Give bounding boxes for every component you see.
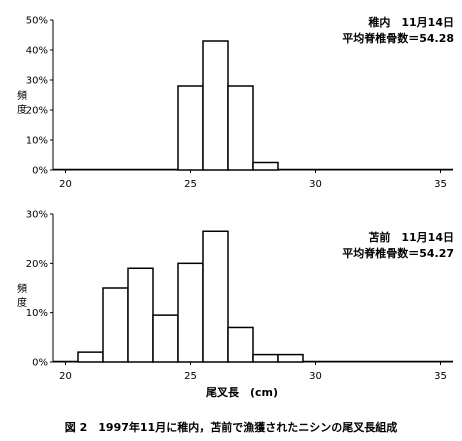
chart-wakkanai: 頻度 0% 10% 20% 30% 40% 50% 20 25 30 35 稚内 11月14日 平… — [15, 15, 455, 190]
plot-area-bottom: 0% 10% 20% 30% 20 25 30 35 — [26, 210, 453, 382]
figure-caption: 図 2 1997年11月に稚内，苫前で漁獲されたニシンの尾叉長組成 — [64, 421, 398, 434]
bar — [127, 267, 154, 363]
bar — [77, 351, 104, 363]
info-line1-bottom: 苫前 11月14日 — [368, 230, 454, 244]
y-tick-label: 10% — [26, 136, 48, 147]
info-line2-bottom: 平均脊椎骨数＝54.27 — [342, 246, 454, 260]
x-tick-label: 25 — [184, 371, 197, 382]
y-tick-label: 0% — [32, 166, 48, 177]
bar — [152, 314, 179, 363]
bar — [227, 326, 254, 363]
y-tick-label: 40% — [26, 46, 48, 57]
x-tick-label: 20 — [59, 371, 72, 382]
bar — [202, 40, 229, 171]
info-line1-top: 稚内 11月14日 — [368, 15, 454, 29]
chart-tomamae: 頻度 0% 10% 20% 30% 20 25 30 35 苫前 11月14日 平均脊椎骨数＝… — [15, 210, 455, 400]
bar — [277, 353, 304, 363]
x-tick-label: 35 — [434, 179, 447, 190]
bar — [252, 161, 279, 171]
ylabel-top: 頻度 — [15, 89, 27, 118]
x-tick-label: 30 — [309, 371, 322, 382]
ylabel-bottom: 頻度 — [15, 282, 27, 311]
x-tick-label: 20 — [59, 179, 72, 190]
y-tick-label: 50% — [26, 16, 48, 27]
bar — [252, 353, 279, 363]
y-tick-label: 20% — [26, 259, 48, 270]
bar — [177, 262, 204, 363]
y-tick-label: 0% — [32, 358, 48, 369]
xlabel-bottom: 尾叉長 (cm) — [205, 386, 278, 399]
info-line2-top: 平均脊椎骨数＝54.28 — [342, 31, 454, 45]
y-tick-label: 30% — [26, 76, 48, 87]
y-tick-label: 10% — [26, 308, 48, 319]
x-tick-label: 35 — [434, 371, 447, 382]
bar — [102, 287, 129, 363]
bar — [202, 230, 229, 363]
plot-area-top: 0% 10% 20% 30% 40% 50% 20 25 30 35 — [26, 16, 453, 190]
x-tick-label: 30 — [309, 179, 322, 190]
bar — [177, 85, 204, 171]
x-tick-label: 25 — [184, 179, 197, 190]
y-tick-label: 20% — [26, 106, 48, 117]
y-tick-label: 30% — [26, 210, 48, 221]
bar — [227, 85, 254, 171]
